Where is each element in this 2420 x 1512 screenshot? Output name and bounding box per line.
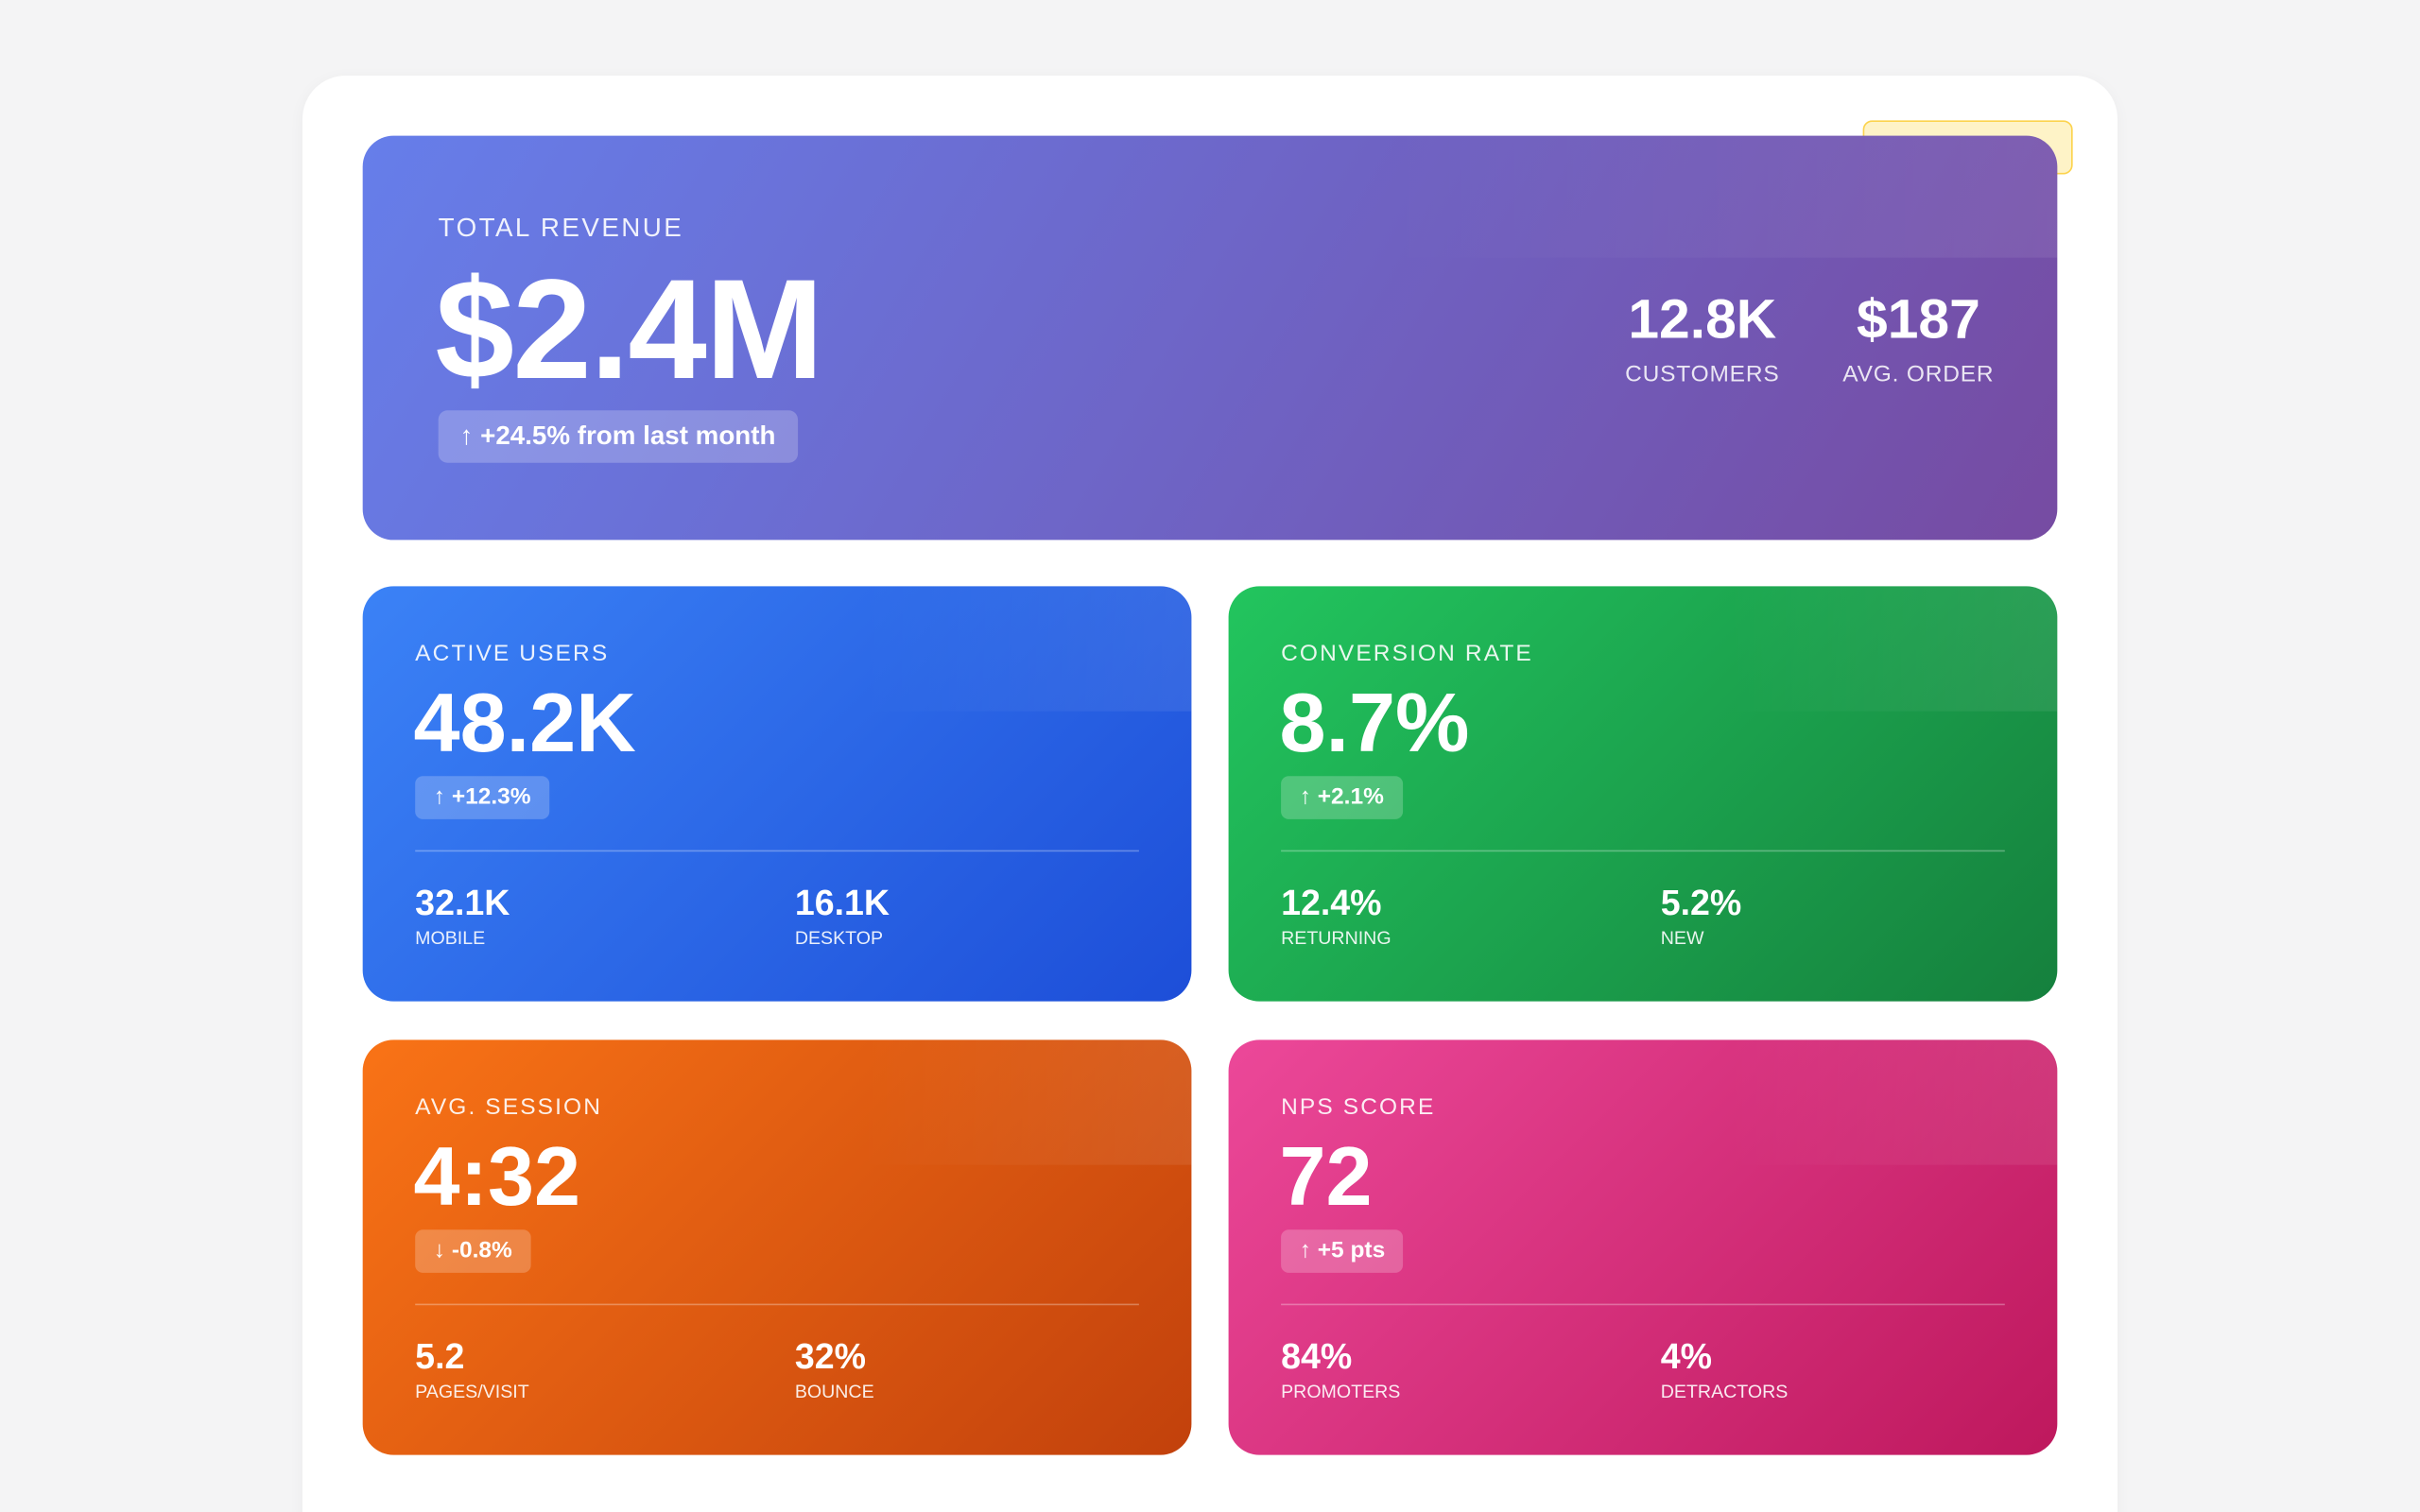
metric-card: NPS SCORE 72 ↑ +5 pts 84% PROMOTERS 4% DETRACT… bbox=[1228, 1040, 2058, 1455]
stat: 5.2 PAGES/VISIT bbox=[415, 1336, 529, 1402]
stat: 12.8K CUSTOMERS bbox=[1602, 287, 1803, 387]
stat-value: 84% bbox=[1281, 1335, 1353, 1377]
stat-value: 32% bbox=[794, 1335, 866, 1377]
divider bbox=[415, 850, 1139, 852]
stat: 5.2% NEW bbox=[1661, 883, 1742, 949]
stat-value: 12.4% bbox=[1281, 882, 1382, 923]
change-badge: ↑ +2.1% bbox=[1281, 776, 1403, 819]
card-value: 72 bbox=[1279, 1130, 1373, 1224]
stat-value: 5.2% bbox=[1660, 882, 1742, 923]
change-badge: ↑ +12.3% bbox=[415, 776, 550, 819]
divider bbox=[1281, 850, 2005, 852]
stat-label: RETURNING bbox=[1281, 927, 1392, 950]
stat-label: AVG. ORDER bbox=[1842, 361, 1995, 387]
stat-label: CUSTOMERS bbox=[1625, 361, 1780, 387]
stat-value: 32.1K bbox=[415, 882, 510, 923]
stat: 32.1K MOBILE bbox=[415, 883, 510, 949]
change-badge: ↓ -0.8% bbox=[415, 1229, 531, 1273]
stat: 84% PROMOTERS bbox=[1281, 1336, 1400, 1402]
stat-label: DESKTOP bbox=[794, 927, 884, 950]
stat-label: BOUNCE bbox=[794, 1381, 874, 1403]
stat-label: NEW bbox=[1660, 927, 1704, 950]
card-label: AVG. SESSION bbox=[415, 1093, 603, 1121]
card-label: TOTAL REVENUE bbox=[438, 213, 684, 243]
stat-value: 5.2 bbox=[415, 1335, 465, 1377]
revenue-card: TOTAL REVENUE $2.4M ↑ +24.5% from last m… bbox=[362, 135, 2058, 541]
stat: 16.1K DESKTOP bbox=[795, 883, 890, 949]
stat-label: PROMOTERS bbox=[1281, 1381, 1401, 1403]
card-label: NPS SCORE bbox=[1281, 1093, 1436, 1121]
card-value: 48.2K bbox=[413, 677, 636, 770]
card-label: ACTIVE USERS bbox=[415, 640, 610, 667]
divider bbox=[415, 1303, 1139, 1306]
card-value: 8.7% bbox=[1279, 677, 1470, 770]
divider bbox=[1281, 1303, 2005, 1306]
stat: 12.4% RETURNING bbox=[1281, 883, 1391, 949]
stat-label: PAGES/VISIT bbox=[415, 1381, 529, 1403]
stat-value: 4% bbox=[1660, 1335, 1713, 1377]
stat: 4% DETRACTORS bbox=[1661, 1336, 1789, 1402]
stat: 32% BOUNCE bbox=[795, 1336, 874, 1402]
card-value: $2.4M bbox=[435, 251, 823, 409]
stat-value: 16.1K bbox=[794, 882, 890, 923]
stat-value: $187 bbox=[1857, 286, 1980, 351]
card-value: 4:32 bbox=[413, 1130, 581, 1224]
stat-label: MOBILE bbox=[415, 927, 486, 950]
metric-card: CONVERSION RATE 8.7% ↑ +2.1% 12.4% RETURNING… bbox=[1228, 586, 2058, 1002]
metric-card: ACTIVE USERS 48.2K ↑ +12.3% 32.1K MOBILE 16.1… bbox=[362, 586, 1192, 1002]
change-badge: ↑ +24.5% from last month bbox=[438, 410, 798, 463]
metric-card: AVG. SESSION 4:32 ↓ -0.8% 5.2 PAGES/VISIT 32%… bbox=[362, 1040, 1192, 1455]
stat-value: 12.8K bbox=[1628, 286, 1777, 351]
change-badge: ↑ +5 pts bbox=[1281, 1229, 1404, 1273]
stat-label: DETRACTORS bbox=[1660, 1381, 1789, 1403]
card-label: CONVERSION RATE bbox=[1281, 640, 1533, 667]
stat: $187 AVG. ORDER bbox=[1818, 287, 2018, 387]
